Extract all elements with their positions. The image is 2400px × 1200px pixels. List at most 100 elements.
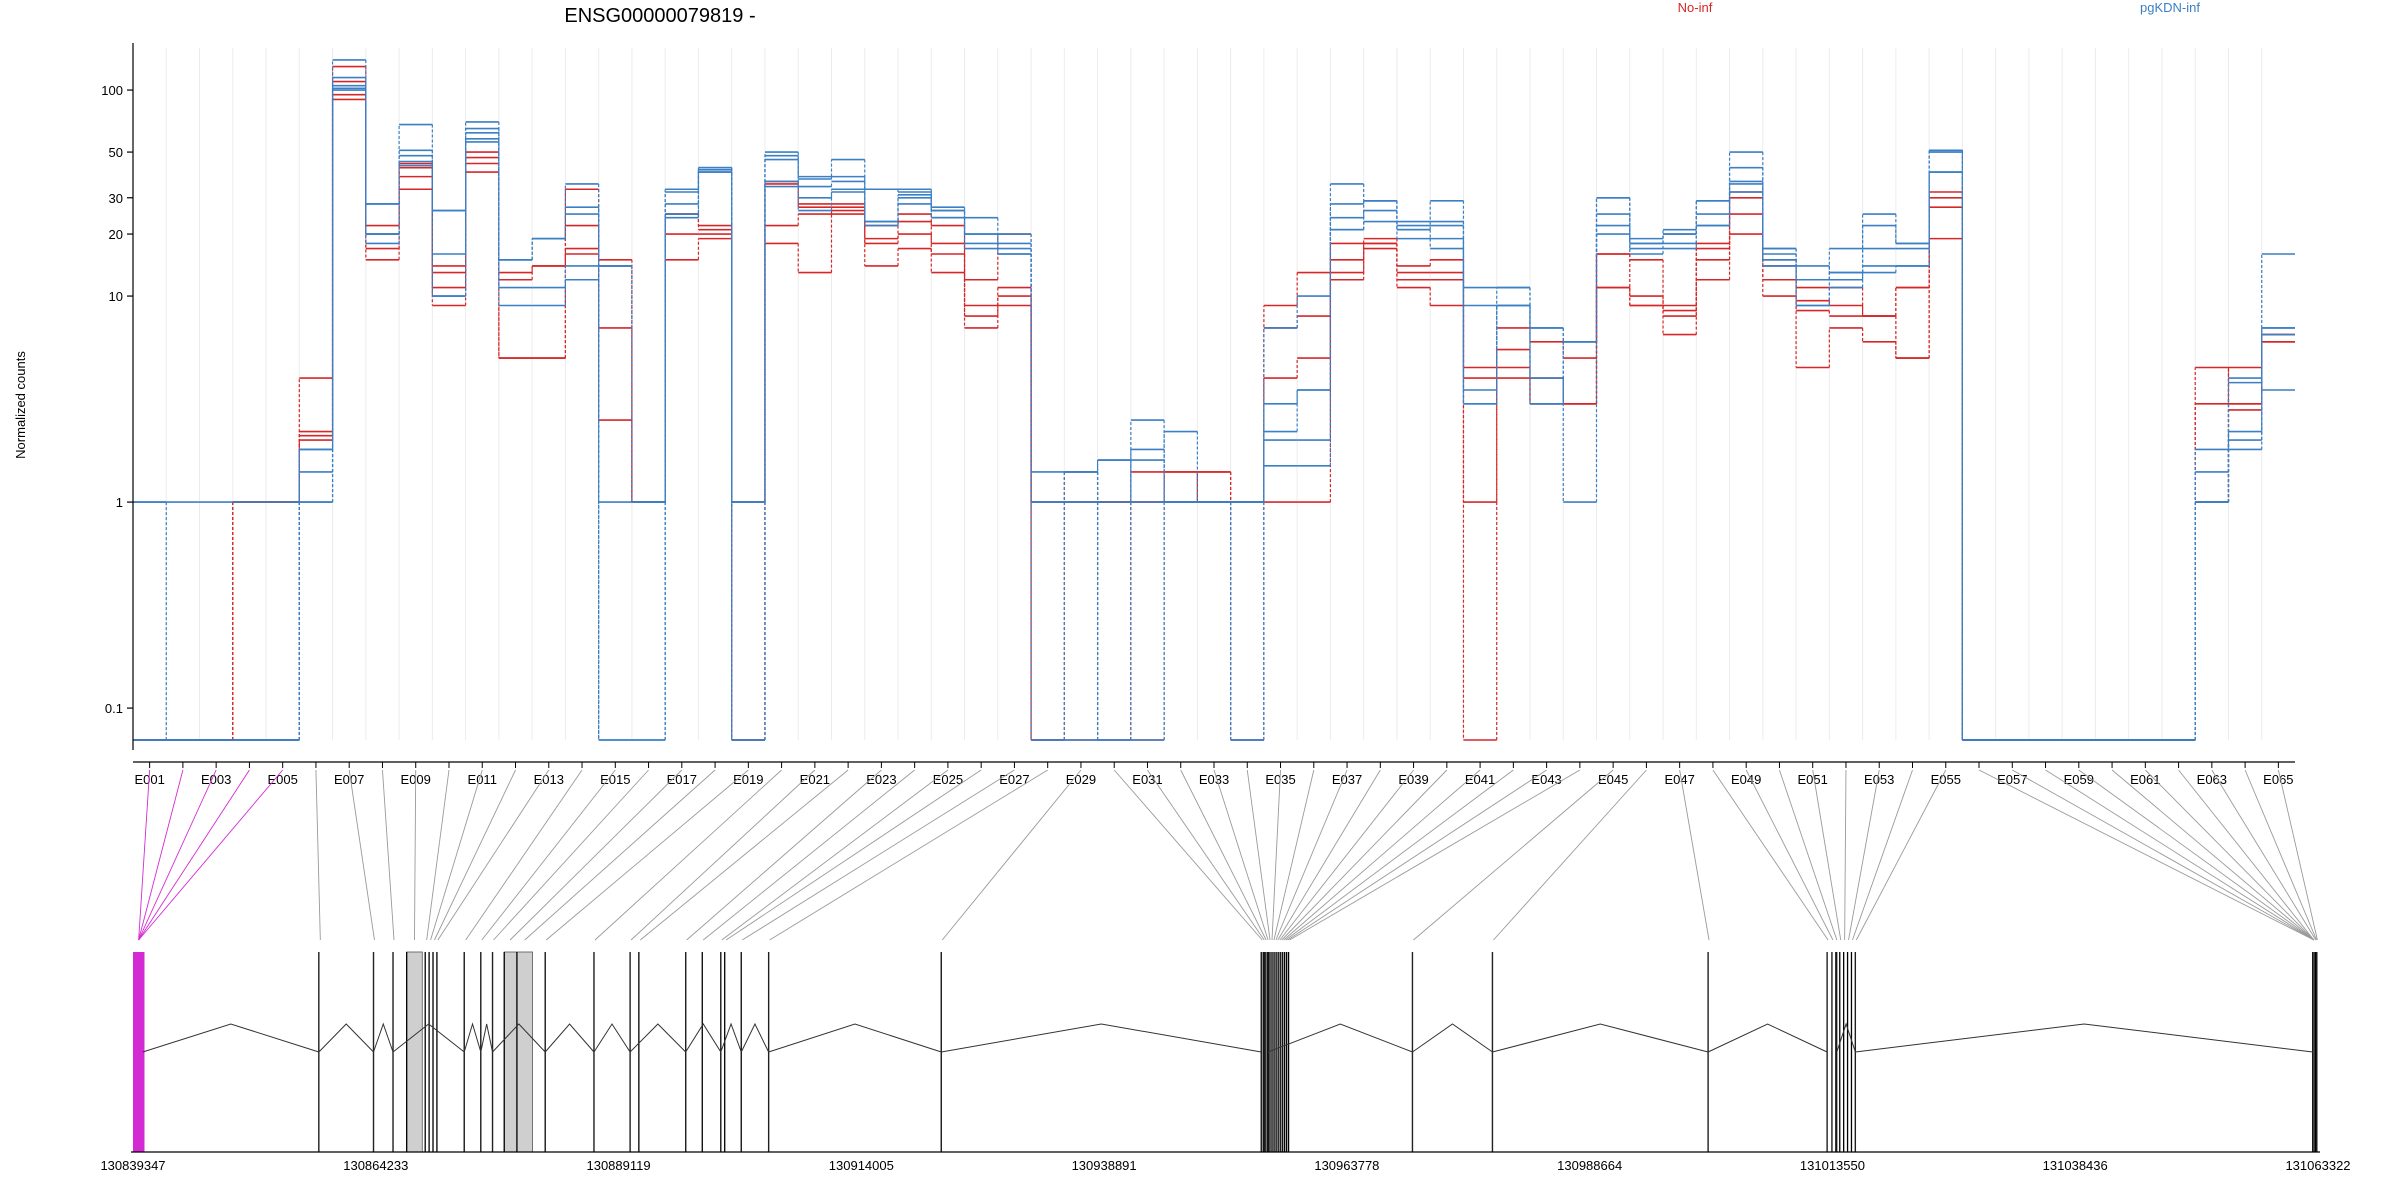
series-no-inf-3	[133, 65, 2295, 741]
exon-connector	[1283, 769, 1481, 941]
exon-connector	[1493, 769, 1647, 941]
series-pgkdn-inf-7	[133, 76, 2295, 741]
intron-chevron	[1412, 1023, 1493, 1053]
exon-connector	[1147, 769, 1265, 941]
x-tick-label: E053	[1864, 772, 1894, 787]
exon-connector	[769, 769, 1048, 941]
x-tick-label: E023	[866, 772, 896, 787]
series-pgkdn-inf-5	[133, 87, 2295, 741]
exon-connector	[1275, 769, 1348, 941]
exon-connector	[1779, 769, 1838, 941]
series-pgkdn-inf-6	[133, 84, 2295, 741]
series-transition-line	[232, 66, 2263, 740]
genome-coordinate-label: 130864233	[343, 1158, 408, 1173]
series-transition-line	[165, 90, 2263, 740]
x-tick-label: E019	[733, 772, 763, 787]
plot-series	[133, 59, 2295, 741]
exon-connector	[382, 769, 395, 941]
exon-connector	[138, 769, 217, 941]
exon-connector	[1113, 769, 1263, 941]
x-tick-label: E037	[1332, 772, 1362, 787]
exon-connector	[640, 769, 849, 941]
exon-connector	[2244, 769, 2317, 941]
exon-connector	[481, 769, 616, 941]
x-tick-label: E055	[1931, 772, 1961, 787]
x-tick-label: E061	[2130, 772, 2160, 787]
exon-connector	[686, 769, 882, 941]
intron-chevron	[373, 1022, 394, 1053]
y-axis-label: Normalized counts	[13, 351, 28, 459]
genome-coordinate-label: 130914005	[829, 1158, 894, 1173]
intron-chevron	[1707, 1023, 1828, 1053]
series-no-inf-0	[133, 98, 2295, 741]
x-tick-label: E021	[800, 772, 830, 787]
series-pgkdn-inf-8	[133, 59, 2295, 741]
x-tick-label: E047	[1664, 772, 1694, 787]
exon-connector	[1285, 769, 1514, 941]
exon-connector-lines	[138, 769, 2318, 941]
exon-connector	[426, 769, 450, 941]
exon-connector	[1679, 769, 1710, 941]
exon-connector	[742, 769, 1015, 941]
series-transition-line	[298, 85, 2263, 740]
chart-title: ENSG00000079819 -	[564, 5, 755, 27]
intron-chevron	[1855, 1023, 2313, 1053]
exon-connector	[348, 769, 375, 941]
intron-chevron	[593, 1023, 631, 1053]
exon-connector	[1287, 769, 1547, 941]
exon-connector	[1855, 769, 1947, 941]
gene-model-track: 130839347 130864233 130889119 130914005 1309…	[100, 951, 2351, 1173]
exon-connector	[2045, 769, 2315, 941]
intron-chevron	[720, 1022, 742, 1053]
x-tick-label: E027	[999, 772, 1029, 787]
exon-connector	[1273, 769, 1315, 941]
exon-connector	[524, 769, 716, 941]
x-tick-label: E005	[267, 772, 297, 787]
x-tick-label: E001	[134, 772, 164, 787]
exon-connector	[1812, 769, 1842, 941]
exon-connector	[434, 769, 516, 941]
exon-connector	[1848, 769, 1880, 941]
exon-connector	[138, 769, 151, 941]
exon-connector	[1277, 769, 1381, 941]
y-tick-label: 0.1	[105, 701, 123, 716]
genome-coordinate-label: 130938891	[1072, 1158, 1137, 1173]
series-no-inf-1	[133, 93, 2295, 741]
intron-chevron	[629, 1023, 687, 1053]
y-tick-label: 20	[109, 227, 123, 242]
exon-connector	[1413, 769, 1614, 941]
legend-no-inf: No-inf	[1678, 0, 1713, 15]
genome-coordinate-label: 131038436	[2043, 1158, 2108, 1173]
exon-connector	[1844, 769, 1847, 941]
intron-chevron	[1492, 1023, 1709, 1053]
x-tick-label: E039	[1398, 772, 1428, 787]
exon-connector	[2178, 769, 2315, 941]
exon-connector	[725, 769, 982, 941]
exon-connector	[1246, 769, 1271, 941]
x-tick-label: E043	[1531, 772, 1561, 787]
series-transition-line	[232, 81, 2263, 740]
x-tick-label: E041	[1465, 772, 1495, 787]
exon-connector	[414, 769, 417, 941]
intron-chevron	[685, 1023, 722, 1053]
exon-connector	[437, 769, 550, 941]
x-tick-label: E057	[1997, 772, 2027, 787]
exon-block-highlight	[133, 952, 145, 1152]
x-tick-label: E029	[1066, 772, 1096, 787]
legend-pgkdn-inf: pgKDN-inf	[2140, 0, 2200, 15]
intron-chevron	[544, 1023, 595, 1053]
x-tick-label: E017	[667, 772, 697, 787]
exon-connector	[138, 769, 184, 941]
exon-connector	[2012, 769, 2315, 941]
exon-connector	[493, 769, 649, 941]
intron-chevron	[480, 1023, 494, 1053]
series-transition-line	[298, 88, 2263, 740]
intron-chevron	[740, 1022, 770, 1053]
exon-connector	[1271, 769, 1281, 941]
exon-connector	[545, 769, 749, 941]
exon-connector	[702, 769, 915, 941]
genome-coordinate-label: 130988664	[1557, 1158, 1622, 1173]
intron-chevron	[392, 1023, 465, 1053]
intron-chevron	[142, 1023, 320, 1053]
